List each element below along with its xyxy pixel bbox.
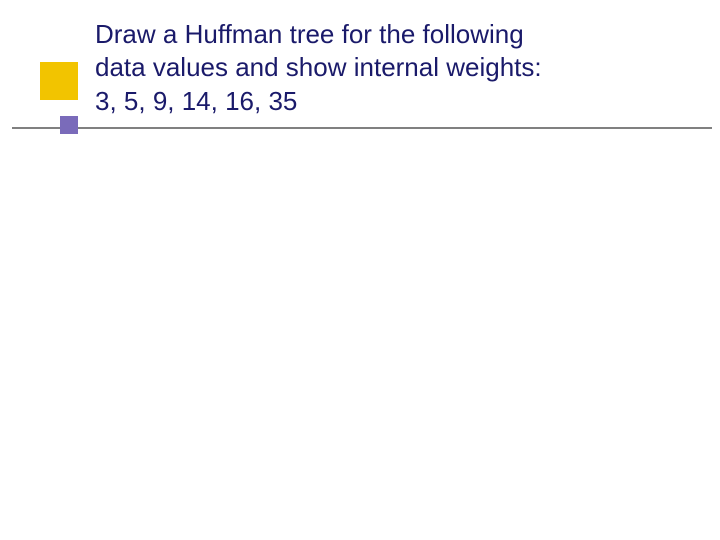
title-line-1: Draw a Huffman tree for the following bbox=[95, 18, 542, 51]
title-line-3: 3, 5, 9, 14, 16, 35 bbox=[95, 85, 542, 118]
accent-square-yellow bbox=[40, 62, 78, 100]
slide-title: Draw a Huffman tree for the following da… bbox=[95, 18, 542, 118]
title-line-2: data values and show internal weights: bbox=[95, 51, 542, 84]
title-underline bbox=[12, 127, 712, 129]
accent-square-purple bbox=[60, 116, 78, 134]
slide: Draw a Huffman tree for the following da… bbox=[0, 0, 720, 540]
